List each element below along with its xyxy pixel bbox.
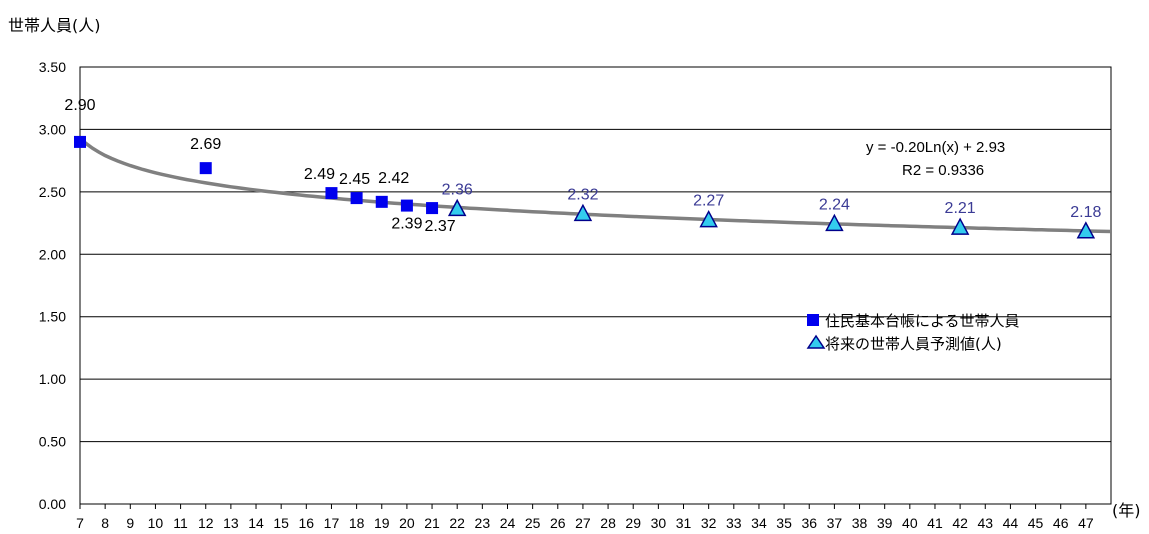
x-tick-label: 40 [902, 515, 918, 531]
data-point-square [400, 199, 413, 212]
data-point-square [199, 162, 212, 175]
x-tick-label: 15 [273, 515, 289, 531]
x-tick-label: 14 [248, 515, 264, 531]
x-tick-label: 27 [575, 515, 591, 531]
data-label: 2.24 [819, 196, 850, 213]
x-tick-label: 34 [751, 515, 767, 531]
data-labels: 2.90 2.69 2.49 2.45 2.42 2.39 2.37 2.36 2.32 2.27… [64, 97, 1101, 235]
x-tick-label: 36 [801, 515, 817, 531]
y-tick-label: 2.00 [39, 246, 66, 262]
x-tick-label: 18 [349, 515, 365, 531]
x-tick-label: 39 [877, 515, 893, 531]
legend-label-forecast: 将来の世帯人員予測値(人) [825, 335, 1002, 353]
x-tick-label: 7 [76, 515, 84, 531]
plot-area [79, 66, 1112, 505]
x-tick-label: 47 [1078, 515, 1094, 531]
x-tick-label: 33 [726, 515, 742, 531]
x-tick-label: 45 [1028, 515, 1044, 531]
y-tick-label: 1.00 [39, 371, 66, 387]
x-tick-label: 37 [827, 515, 843, 531]
x-tick-label: 43 [977, 515, 993, 531]
x-tick-label: 8 [101, 515, 109, 531]
legend-marker-triangle [806, 334, 826, 349]
data-point-triangle [1076, 221, 1096, 239]
data-label: 2.42 [378, 170, 409, 187]
data-marks [74, 135, 1096, 239]
y-tick-label: 3.50 [39, 59, 66, 75]
data-point-square [375, 195, 388, 208]
x-tick-label: 19 [374, 515, 390, 531]
x-tick-label: 28 [600, 515, 616, 531]
x-tick-label: 20 [399, 515, 415, 531]
trendline-equation: y = -0.20Ln(x) + 2.93 [866, 139, 1005, 156]
data-label: 2.18 [1070, 204, 1101, 221]
x-tick-label: 10 [148, 515, 164, 531]
y-tick-label: 1.50 [39, 309, 66, 325]
gridlines [80, 128, 1111, 443]
x-tick-label: 9 [126, 515, 134, 531]
trendline [78, 136, 1112, 234]
data-label: 2.49 [304, 166, 335, 183]
x-tick-label: 24 [500, 515, 516, 531]
data-label: 2.32 [567, 186, 598, 203]
y-axis-title: 世帯人員(人) [8, 16, 101, 35]
data-label: 2.39 [391, 216, 422, 233]
x-tick-label: 44 [1003, 515, 1019, 531]
x-tick-label: 23 [475, 515, 491, 531]
x-tick-label: 31 [676, 515, 692, 531]
x-tick-label: 30 [651, 515, 667, 531]
data-point-square [325, 187, 338, 200]
data-point-triangle [950, 217, 970, 235]
x-tick-label: 26 [550, 515, 566, 531]
x-tick-label: 17 [324, 515, 340, 531]
x-tick-label: 35 [776, 515, 792, 531]
trendline-r2: R2 = 0.9336 [902, 162, 984, 179]
data-label: 2.36 [442, 181, 473, 198]
x-tick-label: 21 [424, 515, 440, 531]
x-axis-title: (年) [1112, 501, 1141, 520]
y-axis-ticks: 0.00 0.50 1.00 1.50 2.00 2.50 3.00 3.50 [39, 59, 66, 512]
x-tick-label: 32 [701, 515, 717, 531]
x-tick-label: 16 [299, 515, 315, 531]
x-tick-label: 29 [625, 515, 641, 531]
data-label: 2.45 [339, 171, 370, 188]
data-label: 2.90 [64, 97, 95, 114]
x-tick-label: 38 [852, 515, 868, 531]
data-label: 2.69 [190, 136, 221, 153]
data-point-square [74, 135, 86, 148]
legend-label-actual: 住民基本台帳による世帯人員 [825, 312, 1020, 330]
y-tick-label: 0.50 [39, 434, 66, 450]
data-point-triangle [699, 209, 718, 228]
data-label: 2.37 [424, 218, 455, 235]
data-point-square [350, 192, 363, 205]
data-point-triangle [447, 198, 467, 217]
data-label: 2.21 [945, 200, 976, 217]
x-tick-label: 13 [223, 515, 239, 531]
data-label: 2.27 [693, 193, 724, 210]
y-tick-label: 3.00 [39, 121, 66, 137]
x-tick-label: 25 [525, 515, 541, 531]
data-point-triangle [825, 213, 844, 232]
x-tick-label: 11 [173, 515, 188, 531]
x-tick-label: 41 [927, 515, 943, 531]
data-point-square [426, 202, 439, 215]
legend-marker-square [807, 314, 819, 326]
y-tick-label: 0.00 [39, 496, 66, 512]
x-tick-label: 42 [952, 515, 968, 531]
x-tick-label: 46 [1053, 515, 1069, 531]
data-point-triangle [573, 203, 593, 222]
x-axis-ticks: 7 8 9 10 11 12 13 14 15 16 17 18 19 20 21 22 23 24 25 26 27 2… [76, 504, 1094, 531]
y-tick-label: 2.50 [39, 184, 66, 200]
x-tick-label: 22 [449, 515, 465, 531]
x-tick-label: 12 [198, 515, 214, 531]
legend: 住民基本台帳による世帯人員 将来の世帯人員予測値(人) [806, 312, 1020, 353]
